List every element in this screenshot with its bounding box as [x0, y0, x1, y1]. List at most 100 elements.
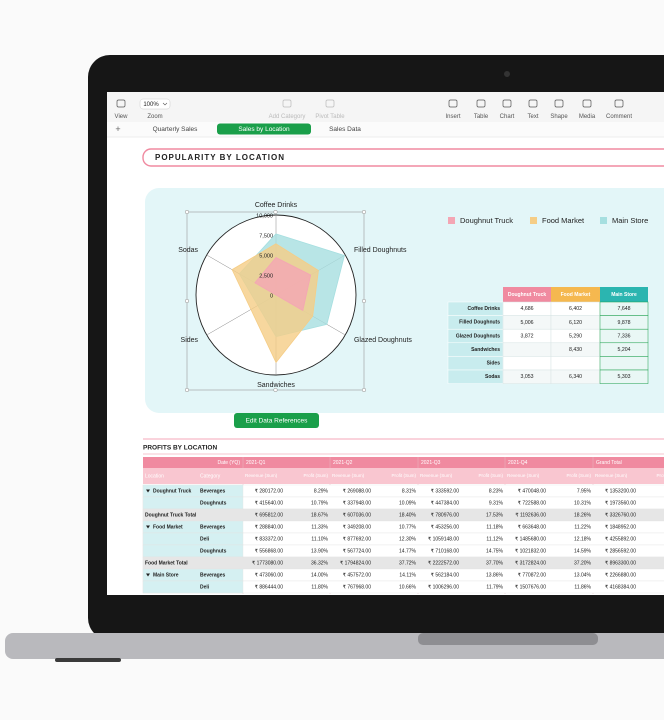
- camera: [504, 71, 510, 77]
- pivot-cell: ₹ 453256.00: [431, 524, 459, 530]
- pivot-location-cell: [142, 544, 244, 558]
- base-notch: [418, 633, 598, 645]
- toolbar-label[interactable]: Shape: [550, 114, 568, 120]
- pivot-category: Beverages: [200, 572, 226, 578]
- toolbar-label[interactable]: View: [115, 114, 129, 120]
- table-value: 5,006: [521, 320, 534, 326]
- pivot-cell: ₹ 2856592.00: [605, 548, 636, 554]
- selection-handle: [361, 387, 367, 393]
- disclosure-triangle[interactable]: [146, 525, 150, 529]
- pivot-cell: ₹ 447384.00: [431, 500, 459, 506]
- pivot-cell: 13.86%: [486, 572, 504, 578]
- pivot-cell: 10.66%: [399, 584, 417, 590]
- selection-handle: [184, 298, 190, 304]
- pivot-cell: ₹ 1507676.00: [515, 584, 546, 590]
- section-title: POPULARITY BY LOCATION: [155, 153, 285, 162]
- pivot-cell: ₹ 886444.00: [255, 584, 283, 590]
- pivot-cell: 12.18%: [574, 536, 592, 542]
- pivot-cell: 14.11%: [399, 572, 416, 578]
- pivot-cell: ₹ 767968.00: [343, 584, 371, 590]
- category-label: Sandwiches: [257, 382, 295, 389]
- toolbar-icon: [448, 99, 458, 108]
- pivot-cell: 11.12%: [486, 536, 503, 542]
- pivot-category: Beverages: [200, 488, 226, 494]
- disclosure-triangle[interactable]: [146, 489, 150, 493]
- toolbar-label[interactable]: Add Category: [269, 114, 306, 120]
- pivot-cell: ₹ 1973560.00: [605, 500, 636, 506]
- pivot-cell: 10.77%: [399, 524, 417, 530]
- edit-data-button-label[interactable]: Edit Data References: [246, 418, 309, 425]
- toolbar-label[interactable]: Comment: [606, 114, 632, 120]
- pivot-cell: 37.72%: [399, 560, 417, 566]
- pivot-row-field: Category: [200, 473, 221, 479]
- pivot-cell: ₹ 1353200.00: [605, 488, 636, 494]
- toolbar: [107, 92, 664, 122]
- pivot-cell: ₹ 2222572.00: [428, 560, 459, 566]
- table-header: Food Market: [561, 292, 591, 298]
- toolbar-label[interactable]: Zoom: [147, 114, 162, 120]
- category-label: Sides: [181, 337, 199, 344]
- toolbar-label[interactable]: Chart: [500, 114, 515, 120]
- pivot-subheader: [143, 468, 664, 484]
- pivot-cell: ₹ 1848952.00: [605, 524, 636, 530]
- pivot-category: Doughnuts: [200, 500, 227, 506]
- pivot-location: Doughnut Truck Total: [145, 512, 197, 518]
- table-value: 8,430: [569, 347, 582, 353]
- toolbar-icon: [476, 99, 486, 108]
- pivot-measure: Profit (Sum): [566, 473, 591, 478]
- legend-swatch: [600, 217, 607, 224]
- toolbar-icon: [325, 99, 335, 108]
- pivot-column-label: 2021-Q3: [421, 460, 441, 466]
- disclosure-triangle[interactable]: [146, 573, 150, 577]
- toolbar-label[interactable]: Table: [474, 114, 489, 120]
- pivot-cell: ₹ 473060.00: [255, 572, 283, 578]
- pivot-cell: ₹ 607036.00: [343, 512, 371, 518]
- pivot-cell: 14.00%: [311, 572, 329, 578]
- pivot-cell: 8.23%: [489, 488, 504, 494]
- table-header: Doughnut Truck: [508, 292, 547, 298]
- toolbar-label[interactable]: Text: [527, 114, 538, 120]
- pivot-cell: ₹ 770872.00: [518, 572, 546, 578]
- pivot-cell: ₹ 2266880.00: [605, 572, 636, 578]
- sheet-tab[interactable]: Sales by Location: [238, 126, 290, 133]
- pivot-title: PROFITS BY LOCATION: [143, 445, 217, 452]
- toolbar-label[interactable]: Insert: [445, 114, 460, 120]
- pivot-cell: 12.30%: [399, 536, 417, 542]
- pivot-location-cell: [142, 580, 244, 594]
- pivot-cell: ₹ 8963300.00: [605, 560, 636, 566]
- table-value: 6,120: [569, 320, 582, 326]
- pivot-cell: ₹ 288840.00: [255, 524, 283, 530]
- zoom-value[interactable]: 100%: [143, 102, 159, 108]
- edit-data-button[interactable]: [234, 413, 319, 428]
- pivot-cell: 11.18%: [486, 524, 503, 530]
- table-cell: [502, 356, 552, 371]
- r-tick-label: 10,000: [256, 213, 273, 219]
- sheet-tab[interactable]: Sales Data: [329, 126, 361, 133]
- r-tick-label: 0: [270, 293, 273, 299]
- pivot-category: Deli: [200, 584, 210, 590]
- pivot-column-label: 2021-Q4: [508, 460, 528, 466]
- pivot-cell: ₹ 280172.00: [255, 488, 283, 494]
- pivot-cell: 8.31%: [402, 488, 417, 494]
- pivot-cell: ₹ 877692.00: [343, 536, 371, 542]
- pivot-cell: 10.79%: [311, 500, 329, 506]
- toolbar-label[interactable]: Pivot Table: [315, 114, 345, 120]
- pivot-header-label: Date (YQ): [217, 460, 240, 466]
- table-value: 5,290: [569, 333, 582, 339]
- pivot-cell: 10.09%: [399, 500, 417, 506]
- sheet-tab[interactable]: Quarterly Sales: [153, 126, 199, 133]
- pivot-cell: ₹ 1794824.00: [340, 560, 371, 566]
- pivot-location: Main Store: [153, 572, 179, 578]
- pivot-header: [143, 457, 664, 468]
- screen: POPULARITY BY LOCATION PROFITS BY LOCATI…: [107, 92, 664, 595]
- table-header-cell: [600, 287, 648, 302]
- add-sheet[interactable]: +: [115, 124, 120, 134]
- active-tab: [217, 123, 311, 135]
- table-row-header: Glazed Doughnuts: [456, 333, 500, 339]
- toolbar-icon: [116, 99, 126, 108]
- pivot-cell: 18.26%: [574, 512, 592, 518]
- toolbar-label[interactable]: Media: [579, 114, 596, 120]
- pivot-cell: 13.90%: [311, 548, 329, 554]
- pivot-cell: ₹ 562184.00: [431, 572, 459, 578]
- legend-swatch: [448, 217, 455, 224]
